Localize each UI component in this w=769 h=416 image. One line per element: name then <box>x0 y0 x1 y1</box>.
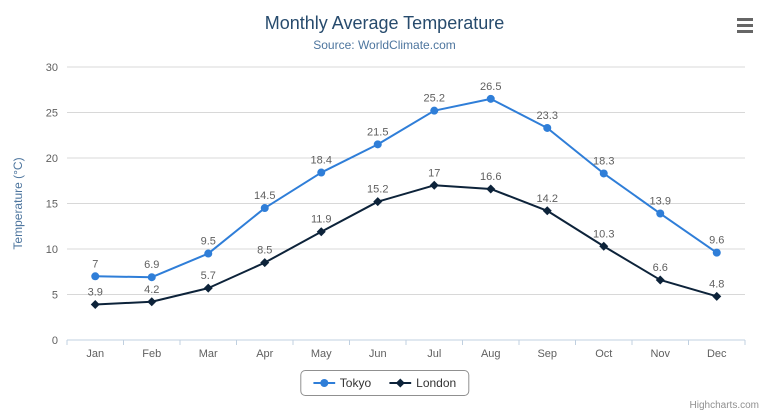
data-point-marker-tokyo[interactable] <box>260 204 269 213</box>
series-line-tokyo[interactable] <box>95 97 718 279</box>
data-point-marker-london[interactable] <box>260 258 270 268</box>
series-line-london[interactable] <box>95 184 718 306</box>
data-point-marker-tokyo[interactable] <box>317 168 326 177</box>
data-point-marker-tokyo[interactable] <box>147 273 156 282</box>
data-point-marker-london[interactable] <box>429 180 439 190</box>
data-label: 5.7 <box>201 270 216 282</box>
x-axis-tick-label: Feb <box>142 348 161 360</box>
data-label: 25.2 <box>424 93 445 105</box>
legend-item-tokyo[interactable]: Tokyo <box>312 376 372 390</box>
x-axis-tick-label: Jan <box>86 348 104 360</box>
y-axis-title: Temperature (°C) <box>11 157 25 249</box>
data-point-marker-london[interactable] <box>655 275 665 285</box>
data-label: 11.9 <box>311 214 332 226</box>
data-point-marker-tokyo[interactable] <box>204 249 213 258</box>
data-point-marker-tokyo[interactable] <box>712 248 721 257</box>
data-point-marker-tokyo[interactable] <box>486 94 495 103</box>
data-point-marker-london[interactable] <box>486 184 496 194</box>
data-label: 10.3 <box>593 228 614 240</box>
x-axis-tick-label: Nov <box>650 348 670 360</box>
x-axis-tick-label: Dec <box>707 348 727 360</box>
hamburger-icon-bar <box>737 18 753 21</box>
y-axis-tick-label: 0 <box>52 335 58 347</box>
data-label: 23.3 <box>537 110 558 122</box>
x-axis-tick-label: Sep <box>537 348 557 360</box>
data-point-marker-tokyo[interactable] <box>656 209 665 218</box>
data-label: 18.4 <box>311 155 332 167</box>
data-label: 9.6 <box>709 235 724 247</box>
export-menu-button[interactable] <box>735 16 755 35</box>
data-label: 15.2 <box>367 184 388 196</box>
data-point-marker-london[interactable] <box>147 297 157 307</box>
hamburger-icon-bar <box>737 30 753 33</box>
data-label: 8.5 <box>257 245 272 257</box>
data-point-marker-london[interactable] <box>203 283 213 293</box>
data-label: 3.9 <box>88 287 103 299</box>
data-point-marker-tokyo[interactable] <box>373 140 382 149</box>
data-label: 21.5 <box>367 126 388 138</box>
data-point-marker-london[interactable] <box>90 300 100 310</box>
x-axis-tick-label: May <box>311 348 332 360</box>
data-label: 14.5 <box>254 190 275 202</box>
diamond-marker-icon <box>389 378 412 388</box>
data-point-marker-tokyo[interactable] <box>599 169 608 178</box>
x-axis-tick-label: Jul <box>427 348 441 360</box>
data-label: 9.5 <box>201 236 216 248</box>
data-point-marker-tokyo[interactable] <box>543 123 552 132</box>
chart-subtitle: Source: WorldClimate.com <box>313 38 456 52</box>
data-label: 14.2 <box>537 193 558 205</box>
x-axis-tick-label: Mar <box>199 348 218 360</box>
y-axis-tick-label: 25 <box>46 108 58 120</box>
data-point-marker-london[interactable] <box>542 206 552 216</box>
data-point-marker-london[interactable] <box>373 197 383 207</box>
data-label: 6.9 <box>144 259 159 271</box>
y-axis-tick-label: 20 <box>46 153 58 165</box>
legend-label: Tokyo <box>339 376 372 390</box>
data-label: 7 <box>92 258 98 270</box>
y-axis-tick-label: 30 <box>46 62 58 74</box>
x-axis-tick-label: Aug <box>481 348 501 360</box>
y-axis-tick-label: 10 <box>46 244 58 256</box>
data-label: 26.5 <box>480 81 501 93</box>
data-point-marker-london[interactable] <box>712 291 722 301</box>
data-label: 18.3 <box>593 155 614 167</box>
data-label: 4.8 <box>709 278 724 290</box>
y-axis-tick-label: 15 <box>46 199 58 211</box>
data-point-marker-tokyo[interactable] <box>91 272 100 281</box>
data-label: 4.2 <box>144 284 159 296</box>
legend-item-london[interactable]: London <box>389 376 456 390</box>
data-point-marker-tokyo[interactable] <box>430 106 439 115</box>
legend: Tokyo London <box>299 370 470 396</box>
data-point-marker-london[interactable] <box>316 227 326 237</box>
credits-link[interactable]: Highcharts.com <box>689 400 759 411</box>
circle-marker-icon <box>312 379 335 387</box>
data-label: 6.6 <box>653 262 668 274</box>
legend-label: London <box>416 376 457 390</box>
x-axis-tick-label: Apr <box>256 348 273 360</box>
data-label: 17 <box>428 167 440 179</box>
data-label: 16.6 <box>480 171 501 183</box>
chart-title: Monthly Average Temperature <box>264 13 505 33</box>
data-label: 13.9 <box>650 196 671 208</box>
hamburger-icon-bar <box>737 24 753 27</box>
x-axis-tick-label: Jun <box>369 348 387 360</box>
y-axis-tick-label: 5 <box>52 290 58 302</box>
x-axis-tick-label: Oct <box>595 348 612 360</box>
data-point-marker-london[interactable] <box>599 241 609 251</box>
